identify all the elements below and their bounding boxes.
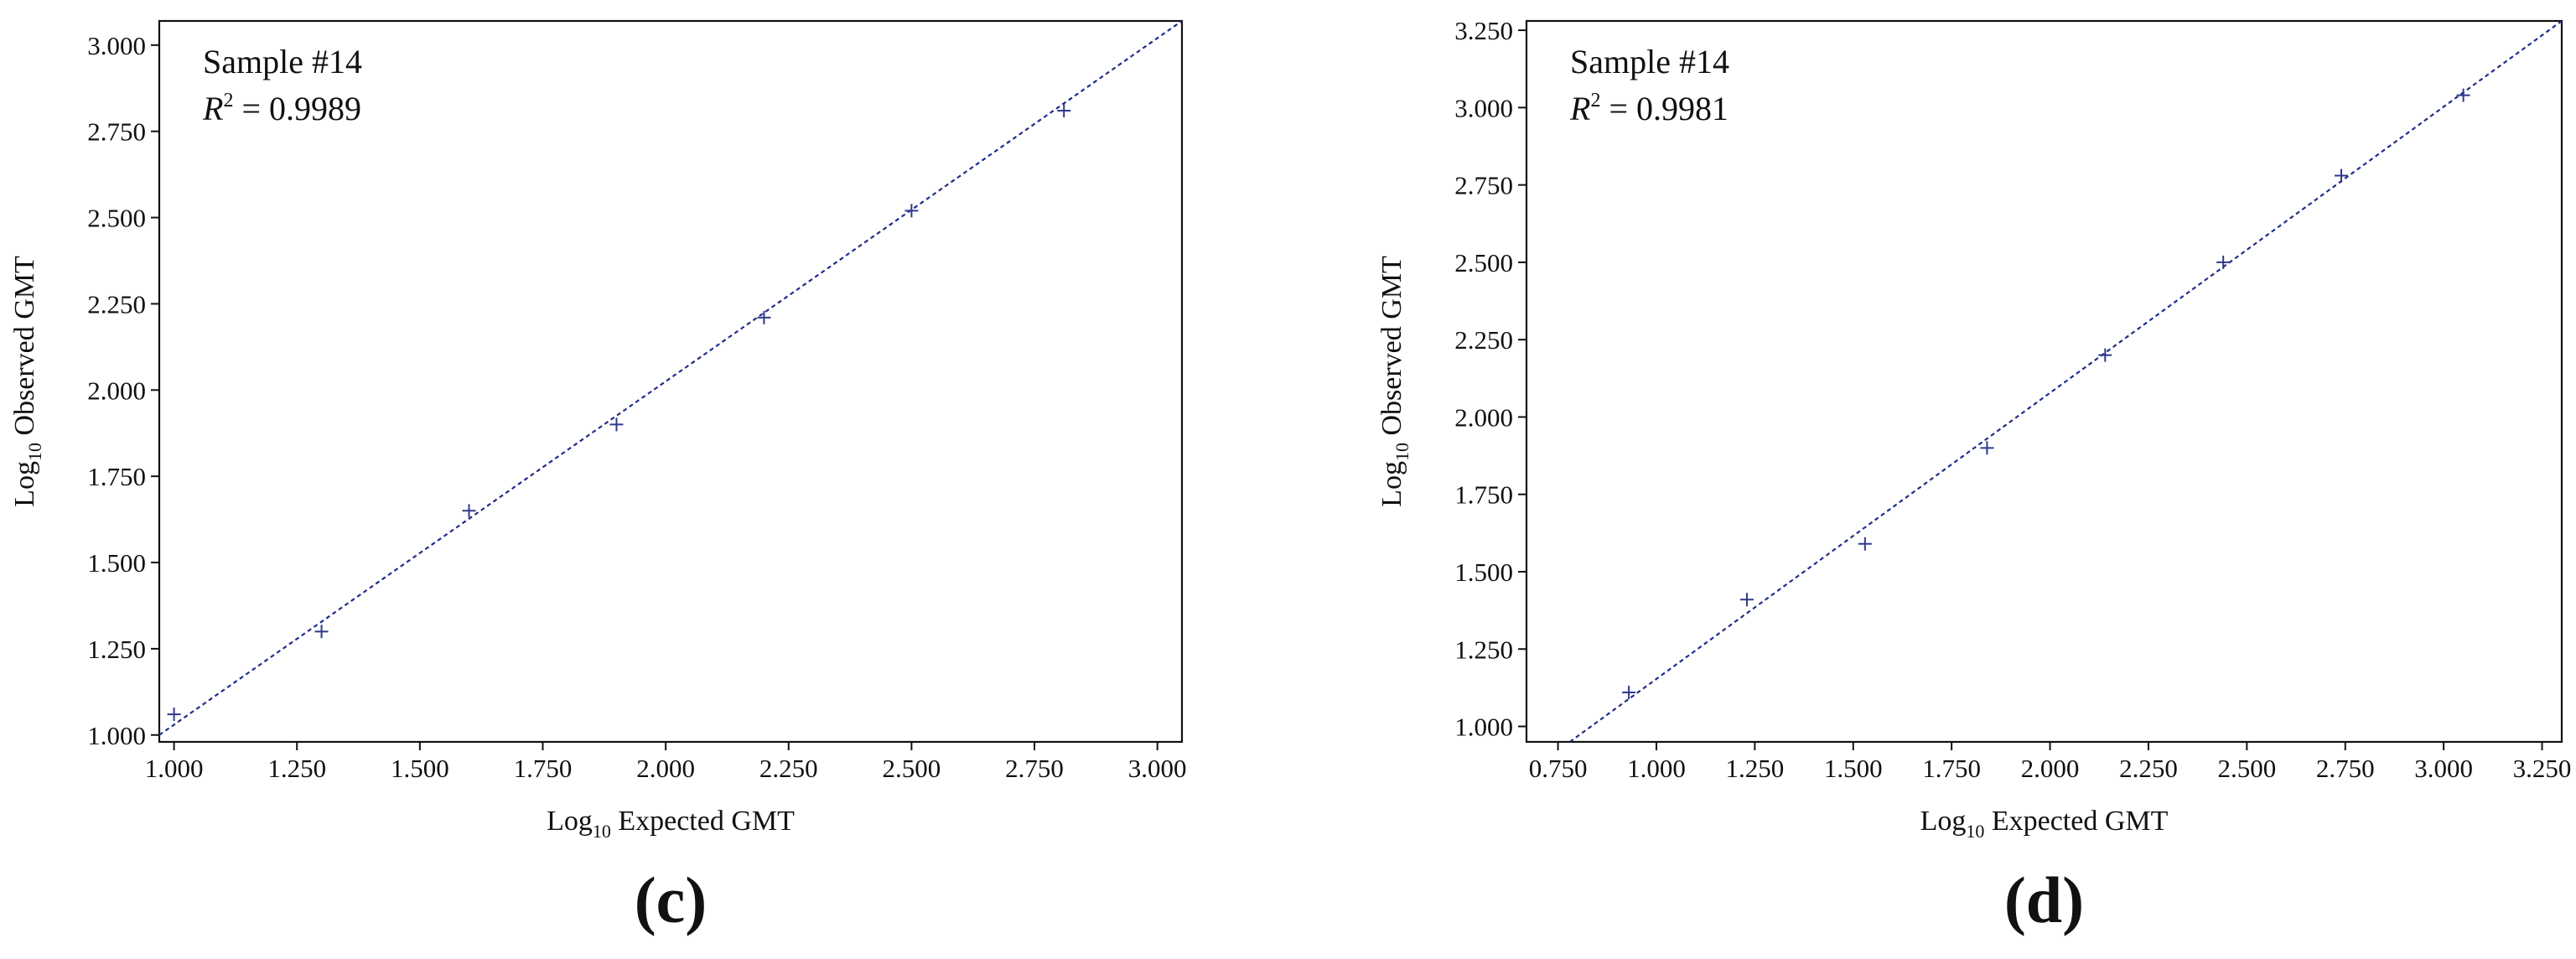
chart-svg: 1.000 1.250 1.500 1.750 2.000 2.250 2.500 2.750… bbox=[9, 19, 1187, 936]
data-point bbox=[314, 625, 329, 639]
y-tick-label: 1.500 bbox=[87, 548, 146, 578]
data-point bbox=[2216, 255, 2231, 269]
y-tick-label: 2.750 bbox=[87, 117, 146, 147]
y-tick-label: 3.000 bbox=[1454, 93, 1513, 122]
x-axis-title: Log10 Expected GMT bbox=[547, 806, 795, 842]
x-tick-label: 2.500 bbox=[883, 754, 941, 783]
data-point bbox=[904, 204, 919, 218]
x-tick-label: 2.500 bbox=[2217, 754, 2276, 783]
y-tick-label: 3.000 bbox=[87, 31, 146, 60]
x-tick-label: 2.000 bbox=[2021, 754, 2080, 783]
plot-frame bbox=[158, 19, 1184, 744]
y-tick-label: 2.500 bbox=[1454, 248, 1513, 277]
fit-line bbox=[159, 21, 1182, 736]
y-tick-label: 1.750 bbox=[87, 462, 146, 491]
chart-panel-d: 0.750 1.000 1.250 1.500 1.750 2.000 2.250 2.500… bbox=[1288, 0, 2576, 959]
y-tick-label: 1.750 bbox=[1454, 480, 1513, 510]
x-tick-label: 1.500 bbox=[1824, 754, 1883, 783]
x-tick-label: 2.750 bbox=[2316, 754, 2375, 783]
data-point bbox=[757, 310, 771, 324]
y-axis-title: Log10 Observed GMT bbox=[9, 256, 45, 507]
y-tick-label: 1.000 bbox=[87, 721, 146, 750]
data-point bbox=[167, 708, 181, 722]
data-point bbox=[609, 417, 624, 432]
panel-label: (d) bbox=[2004, 863, 2084, 936]
data-point bbox=[2335, 168, 2349, 183]
y-tick-label: 1.250 bbox=[87, 635, 146, 664]
x-tick-label: 2.250 bbox=[2119, 754, 2178, 783]
data-point bbox=[2098, 348, 2112, 362]
panel-label: (c) bbox=[635, 863, 707, 936]
data-point bbox=[462, 504, 476, 518]
x-tick-label: 3.250 bbox=[2513, 754, 2572, 783]
y-tick-label: 2.250 bbox=[87, 289, 146, 319]
r-squared-annotation: R2 = 0.9989 bbox=[202, 90, 361, 127]
fit-line bbox=[1569, 21, 2562, 742]
y-tick-label: 1.250 bbox=[1454, 635, 1513, 664]
x-tick-label: 2.000 bbox=[636, 754, 695, 783]
x-tick-label: 1.750 bbox=[1922, 754, 1981, 783]
data-point bbox=[1057, 103, 1071, 117]
sample-annotation: Sample #14 bbox=[1570, 43, 1729, 80]
x-tick-label: 3.000 bbox=[1128, 754, 1187, 783]
y-tick-label: 1.000 bbox=[1454, 713, 1513, 742]
y-tick-label: 2.500 bbox=[87, 204, 146, 233]
chart-svg: 0.750 1.000 1.250 1.500 1.750 2.000 2.250 2.500… bbox=[1376, 16, 2572, 936]
chart-panel-c: 1.000 1.250 1.500 1.750 2.000 2.250 2.500 2.750… bbox=[9, 19, 1187, 936]
y-axis-title: Log10 Observed GMT bbox=[1376, 256, 1412, 507]
y-tick-label: 3.250 bbox=[1454, 16, 1513, 45]
data-point bbox=[1739, 593, 1754, 607]
data-point bbox=[2456, 88, 2470, 102]
x-tick-label: 0.750 bbox=[1529, 754, 1588, 783]
x-tick-label: 2.750 bbox=[1005, 754, 1064, 783]
x-axis-title: Log10 Expected GMT bbox=[1920, 806, 2169, 842]
y-tick-label: 2.250 bbox=[1454, 325, 1513, 355]
x-tick-label: 1.000 bbox=[1627, 754, 1686, 783]
x-tick-label: 1.250 bbox=[1725, 754, 1784, 783]
r-squared-annotation: R2 = 0.9981 bbox=[1569, 90, 1729, 127]
x-tick-label: 1.750 bbox=[514, 754, 573, 783]
data-point bbox=[1980, 441, 1994, 455]
x-tick-label: 1.000 bbox=[145, 754, 204, 783]
y-tick-label: 2.000 bbox=[87, 376, 146, 405]
x-tick-label: 3.000 bbox=[2414, 754, 2473, 783]
data-point bbox=[1622, 685, 1636, 699]
x-tick-label: 1.250 bbox=[267, 754, 326, 783]
y-tick-label: 1.500 bbox=[1454, 557, 1513, 587]
sample-annotation: Sample #14 bbox=[203, 43, 362, 80]
y-tick-label: 2.750 bbox=[1454, 171, 1513, 200]
x-tick-label: 2.250 bbox=[759, 754, 818, 783]
plot-frame bbox=[1525, 19, 2563, 744]
data-point bbox=[1858, 537, 1872, 551]
y-tick-label: 2.000 bbox=[1454, 402, 1513, 432]
x-tick-label: 1.500 bbox=[391, 754, 449, 783]
